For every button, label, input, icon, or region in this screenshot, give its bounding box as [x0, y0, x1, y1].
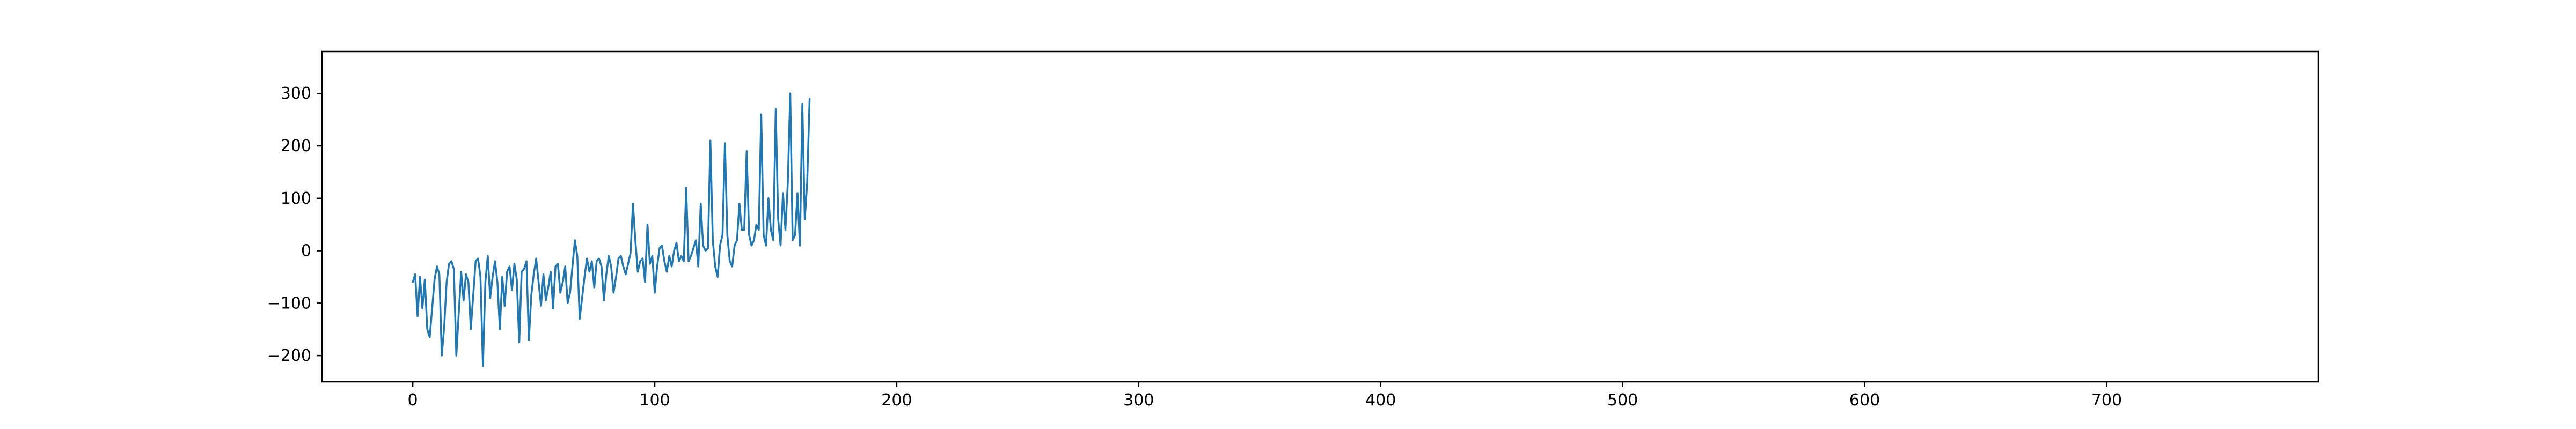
y-tick-label-300: 300	[281, 84, 311, 103]
y-tick-label--200: −200	[267, 346, 311, 365]
series-group	[412, 92, 811, 367]
x-tick-label-100: 100	[639, 391, 670, 410]
y-axis: −200 −100 0 100 200 300	[267, 84, 322, 365]
axes-frame	[321, 50, 2319, 383]
x-tick-label-0: 0	[408, 391, 418, 410]
x-tick-label-600: 600	[1849, 391, 1880, 410]
x-axis: 0 100 200 300 400 500 600 700	[408, 382, 2122, 410]
y-tick-label-0: 0	[301, 242, 311, 261]
y-tick-label--100: −100	[267, 294, 311, 313]
y-tick-label-200: 200	[281, 137, 311, 156]
x-tick-label-200: 200	[881, 391, 912, 410]
y-tick-label-100: 100	[281, 189, 311, 208]
x-tick-label-400: 400	[1365, 391, 1396, 410]
x-tick-label-300: 300	[1123, 391, 1154, 410]
series-line-0	[412, 92, 811, 367]
x-tick-label-500: 500	[1607, 391, 1638, 410]
x-tick-label-700: 700	[2091, 391, 2122, 410]
